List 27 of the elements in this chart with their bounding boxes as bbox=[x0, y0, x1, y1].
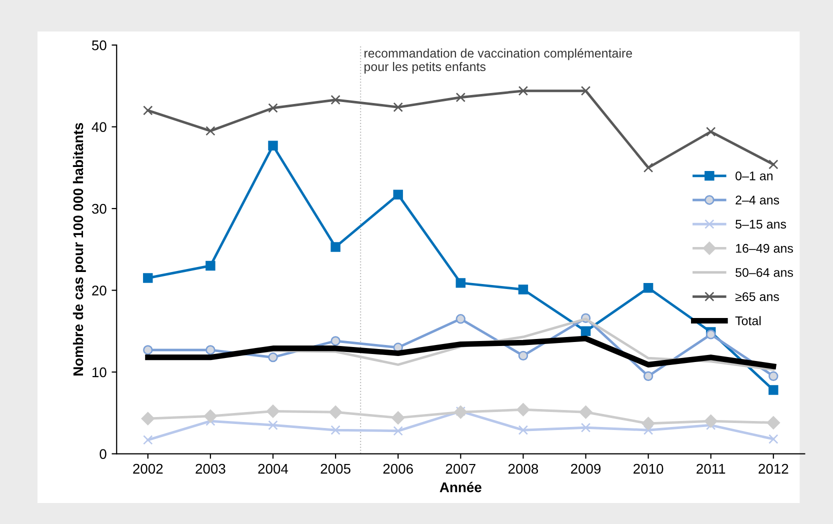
legend-label: 5–15 ans bbox=[736, 220, 786, 229]
x-axis-title: Année bbox=[440, 482, 482, 492]
x-tick-label: 2010 bbox=[634, 464, 664, 474]
legend-label: 50–64 ans bbox=[736, 268, 793, 277]
x-tick-label: 2006 bbox=[383, 464, 413, 474]
legend-label: 0–1 an bbox=[736, 171, 772, 180]
x-tick-label: 2012 bbox=[758, 464, 788, 474]
legend-label: 16–49 ans bbox=[736, 244, 793, 253]
x-tick-label: 2004 bbox=[258, 464, 288, 474]
y-tick-label: 20 bbox=[92, 286, 106, 296]
x-tick-label: 2011 bbox=[696, 464, 726, 474]
y-tick-label: 30 bbox=[92, 204, 106, 214]
y-tick-label: 10 bbox=[92, 367, 106, 378]
x-tick-label: 2005 bbox=[320, 464, 350, 474]
legend-label: ≥65 ans bbox=[735, 292, 779, 302]
y-tick-label: 0 bbox=[100, 449, 106, 459]
x-tick-label: 2003 bbox=[196, 464, 226, 474]
y-tick-label: 40 bbox=[92, 122, 106, 132]
x-tick-label: 2002 bbox=[133, 464, 163, 474]
x-tick-label: 2009 bbox=[571, 464, 601, 474]
x-tick-label: 2007 bbox=[446, 464, 476, 474]
legend-label: 2–4 ans bbox=[736, 196, 780, 204]
y-axis-title: Nombre de cas pour 100 000 habitants bbox=[72, 123, 86, 376]
ref-line-label: recommandation de vaccination complémentaire pour les petits enfants bbox=[364, 48, 632, 74]
y-tick-label: 50 bbox=[92, 40, 106, 50]
x-tick-label: 2008 bbox=[508, 464, 538, 474]
legend-label: Total bbox=[735, 316, 761, 326]
